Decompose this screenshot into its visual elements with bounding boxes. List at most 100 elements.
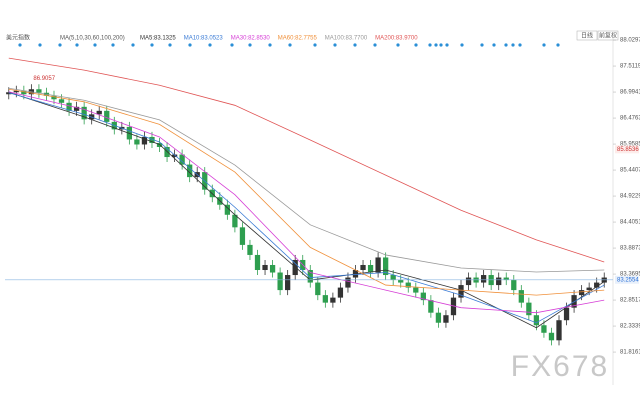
ma-line [8,57,605,263]
candle-body [367,264,374,273]
candle-body [134,139,140,145]
event-dot [511,43,515,47]
event-dot [492,43,496,47]
event-dot [439,43,443,47]
candle-body [262,264,268,271]
y-tick-label: 86.9941 [620,90,640,96]
candle-body [503,277,509,281]
y-tick-label: 88.0297 [620,38,640,44]
event-dot [248,43,252,47]
candle-body [104,110,110,122]
event-dot [373,43,377,47]
candle-body [586,287,592,291]
candle-body [51,95,57,100]
candle-body [277,272,283,291]
candle-body [66,102,72,111]
price-tag-bg [615,145,639,154]
candle-body [337,287,344,298]
candle-body [254,254,261,271]
candle-body [465,277,472,286]
event-dot [434,43,438,47]
candle-body [345,277,351,288]
toolbar-label[interactable]: 前复权 [599,32,617,40]
event-dot [93,43,97,47]
candle-body [247,244,253,255]
y-tick-label: 81.8161 [620,350,640,356]
event-dot [208,43,212,47]
high-label: 86.9057 [33,76,55,82]
candle-body [179,154,185,165]
event-dot [268,43,272,47]
event-dot [396,43,400,47]
candle-body [58,99,65,103]
y-tick-label: 82.3339 [620,324,640,330]
price-tag: 85.8536 [617,147,639,153]
toolbar-label[interactable]: 日线 [581,32,593,40]
candle-body [6,92,12,95]
legend-entry: MA100:83.7700 [325,36,368,42]
candle-body [285,275,291,291]
candle-body [390,275,396,281]
candle-body [21,90,27,95]
event-dot [150,43,154,47]
candle-body [269,264,276,273]
candle-body [480,275,487,283]
candle-body [171,154,178,158]
event-dot [480,43,484,47]
event-dot [131,43,135,47]
candle-body [563,307,570,321]
candle-body [141,136,148,145]
candle-body [511,280,517,291]
legend-entry: MA200:83.9700 [375,36,418,42]
candle-body [322,295,328,303]
toolbar-button[interactable] [576,30,598,41]
event-dot [288,43,292,47]
candle-body [36,89,42,93]
candle-body [375,257,381,273]
price-tag: 83.2554 [617,277,639,283]
event-dot [188,43,192,47]
ma-line [8,92,605,324]
event-dot [38,43,42,47]
candle-body [13,90,19,93]
price-tag-bg [615,275,639,284]
y-tick-label: 83.8873 [620,246,640,252]
legend-entry: MA5:83.1325 [140,36,176,42]
candle-body [458,285,464,298]
y-tick-label: 84.9229 [620,194,640,200]
y-tick-label: 83.3695 [620,272,640,278]
candle-body [578,290,585,296]
candle-body [149,136,155,143]
candle-body [533,315,540,326]
candle-body [594,282,600,288]
candle-body [73,106,80,111]
y-tick-label: 86.4763 [620,116,640,122]
candle-body [360,264,366,271]
candle-body [556,320,562,341]
event-dot [518,43,522,47]
chart-title: 美元指数 [6,34,30,42]
y-tick-label: 85.9585 [620,142,640,148]
candle-body [518,290,524,303]
candle-body [420,292,426,301]
candle-body [187,164,193,178]
candle-body [413,287,419,293]
y-tick-label: 84.4051 [620,220,640,226]
event-dot [18,43,22,47]
candle-body [450,297,457,316]
event-dot [504,43,508,47]
event-dot [445,43,449,47]
candle-body [496,277,502,286]
event-dot [333,43,337,47]
event-dot [111,43,115,47]
event-dot [313,43,317,47]
watermark: FX678 [511,350,609,383]
candle-body [428,300,434,313]
event-dot [230,43,234,47]
ma-line [8,87,605,273]
candle-body [526,302,532,316]
toolbar-button[interactable] [597,30,619,41]
event-dot [428,43,432,47]
candle-body [232,214,238,228]
